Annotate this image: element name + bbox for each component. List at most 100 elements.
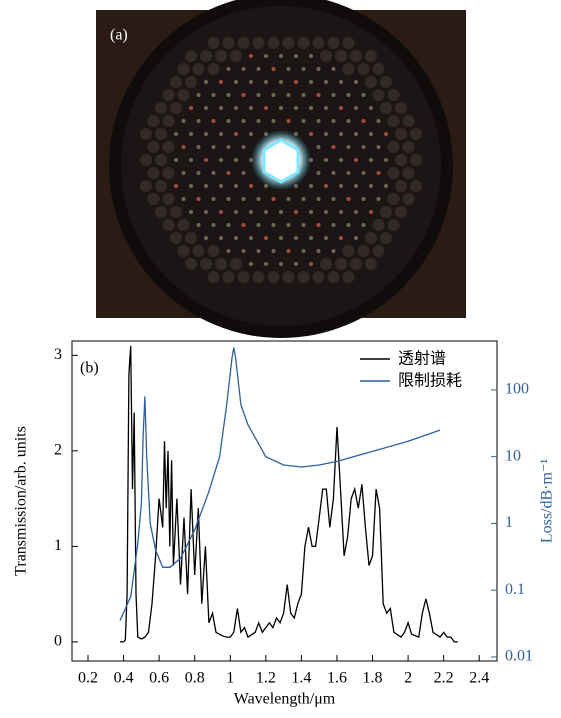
y2-tick-label: 0.1	[505, 581, 525, 598]
x-tick-label: 1.4	[291, 670, 311, 687]
y2-tick-label: 10	[505, 447, 521, 464]
series-line	[120, 346, 458, 642]
air-hole	[204, 132, 208, 136]
air-hole	[197, 119, 201, 123]
air-hole	[317, 93, 321, 97]
air-hole	[347, 93, 351, 97]
air-hole	[294, 236, 298, 240]
air-hole	[317, 171, 321, 175]
air-hole	[332, 249, 336, 253]
air-hole	[257, 249, 261, 253]
air-hole	[313, 37, 325, 49]
air-hole	[163, 115, 175, 127]
air-hole	[362, 93, 366, 97]
air-hole	[287, 93, 291, 97]
air-hole	[272, 67, 276, 71]
air-hole	[279, 54, 283, 58]
air-hole	[347, 145, 351, 149]
x-tick-label: 0.8	[185, 670, 205, 687]
air-hole	[343, 37, 355, 49]
air-hole	[272, 197, 276, 201]
air-hole	[174, 132, 178, 136]
air-hole	[309, 262, 313, 266]
air-hole	[219, 184, 223, 188]
air-hole	[219, 106, 223, 110]
air-hole	[185, 76, 197, 88]
y-tick-label: 1	[54, 537, 62, 554]
air-hole	[373, 245, 385, 257]
air-hole	[155, 180, 167, 192]
air-hole	[287, 249, 291, 253]
air-hole	[380, 232, 392, 244]
air-hole	[302, 249, 306, 253]
air-hole	[170, 76, 182, 88]
air-hole	[268, 271, 280, 283]
air-hole	[362, 197, 366, 201]
y-axis-label: Transmission/arb. units	[13, 426, 30, 576]
air-hole	[395, 154, 407, 166]
air-hole	[227, 93, 231, 97]
air-hole	[193, 245, 205, 257]
air-hole	[279, 106, 283, 110]
air-hole	[182, 145, 186, 149]
air-hole	[317, 223, 321, 227]
air-hole	[197, 223, 201, 227]
x-tick-label: 1.8	[363, 670, 383, 687]
air-hole	[242, 197, 246, 201]
air-hole	[313, 271, 325, 283]
air-hole	[257, 67, 261, 71]
air-hole	[242, 67, 246, 71]
air-hole	[219, 132, 223, 136]
air-hole	[234, 210, 238, 214]
photo: (a)	[96, 0, 466, 338]
air-hole	[380, 206, 392, 218]
air-hole	[212, 223, 216, 227]
air-hole	[335, 50, 347, 62]
air-hole	[227, 67, 231, 71]
air-hole	[140, 128, 152, 140]
air-hole	[178, 63, 190, 75]
air-hole	[197, 171, 201, 175]
air-hole	[227, 223, 231, 227]
air-hole	[309, 54, 313, 58]
air-hole	[219, 80, 223, 84]
air-hole	[339, 80, 343, 84]
air-hole	[264, 210, 268, 214]
air-hole	[178, 219, 190, 231]
air-hole	[238, 37, 250, 49]
air-hole	[354, 158, 358, 162]
core	[264, 140, 298, 182]
air-hole	[155, 128, 167, 140]
air-hole	[309, 80, 313, 84]
air-hole	[317, 145, 321, 149]
air-hole	[155, 154, 167, 166]
air-hole	[174, 184, 178, 188]
air-hole	[163, 193, 175, 205]
y2-axis-label: Loss/dB·m⁻¹	[539, 459, 556, 544]
air-hole	[324, 184, 328, 188]
air-hole	[388, 193, 400, 205]
air-hole	[178, 89, 190, 101]
air-hole	[234, 132, 238, 136]
legend-label: 透射谱	[398, 349, 446, 368]
air-hole	[294, 80, 298, 84]
air-hole	[350, 50, 362, 62]
air-hole	[197, 197, 201, 201]
air-hole	[388, 219, 400, 231]
air-hole	[178, 245, 190, 257]
air-hole	[200, 50, 212, 62]
air-hole	[309, 210, 313, 214]
air-hole	[242, 119, 246, 123]
air-hole	[373, 63, 385, 75]
air-hole	[309, 106, 313, 110]
air-hole	[257, 119, 261, 123]
air-hole	[339, 106, 343, 110]
air-hole	[365, 258, 377, 270]
air-hole	[324, 158, 328, 162]
air-hole	[148, 167, 160, 179]
air-hole	[279, 262, 283, 266]
air-hole	[410, 180, 422, 192]
air-hole	[328, 37, 340, 49]
air-hole	[317, 249, 321, 253]
air-hole	[249, 54, 253, 58]
